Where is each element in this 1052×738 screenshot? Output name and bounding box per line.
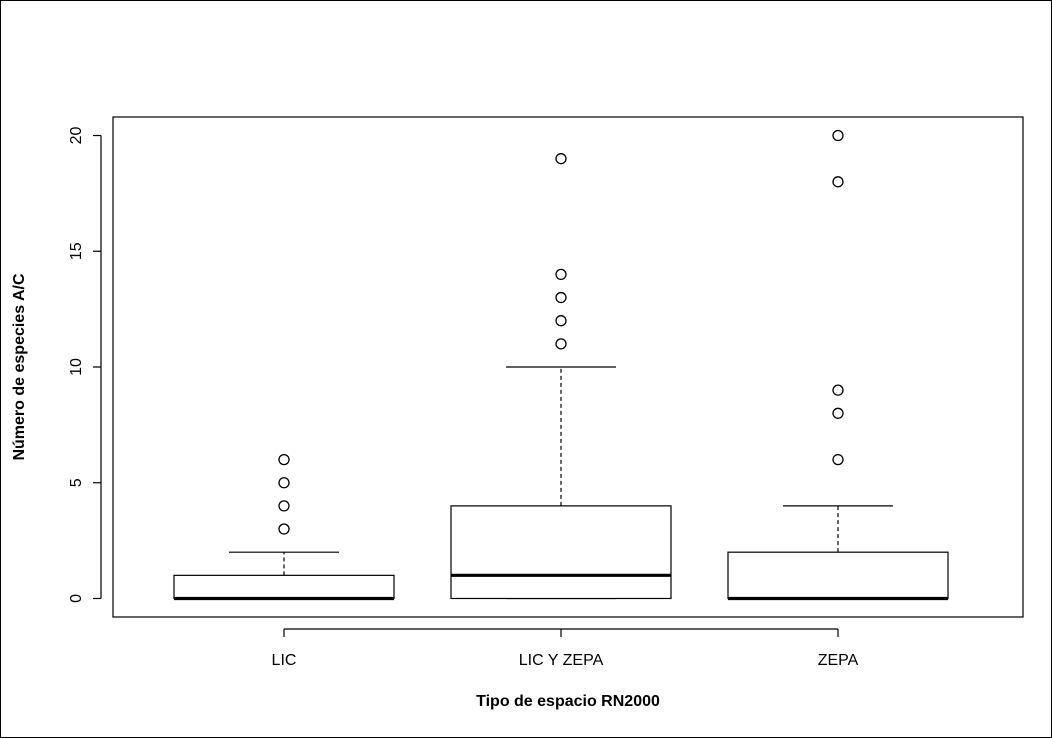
box-iqr [450, 505, 672, 600]
x-tick-label: ZEPA [818, 652, 859, 669]
box-iqr [173, 574, 395, 600]
y-tick-label: 10 [68, 358, 85, 376]
x-axis-title: Tipo de espacio RN2000 [476, 693, 660, 710]
outlier-point [832, 453, 844, 466]
box-iqr [727, 551, 949, 600]
outlier-point [278, 523, 290, 535]
y-tick-label: 0 [68, 594, 85, 603]
y-axis-title: Número de especies A/C [11, 273, 28, 460]
boxes-layer [173, 129, 949, 601]
outlier-point [555, 338, 567, 350]
box-group [727, 129, 949, 601]
y-tick-label: 15 [68, 242, 85, 260]
outlier-point [832, 384, 844, 396]
outlier-point [832, 129, 844, 142]
outlier-point [555, 268, 567, 281]
outlier-point [278, 500, 290, 512]
x-tick-label: LIC Y ZEPA [519, 652, 604, 669]
y-axis: 0 5 10 15 20 [68, 127, 102, 603]
outlier-point [555, 315, 567, 327]
outlier-point [832, 407, 844, 419]
outlier-point [555, 291, 567, 304]
box-group [173, 453, 395, 601]
x-axis: LIC LIC Y ZEPA ZEPA [272, 628, 859, 669]
outlier-point [278, 453, 290, 466]
outlier-point [555, 153, 567, 165]
plot-area-border [112, 116, 1024, 618]
x-tick-label: LIC [272, 652, 297, 669]
box-group [450, 153, 672, 600]
y-tick-label: 20 [68, 127, 85, 145]
y-tick-label: 5 [68, 478, 85, 487]
outlier-point [832, 176, 844, 188]
outlier-point [278, 477, 290, 489]
